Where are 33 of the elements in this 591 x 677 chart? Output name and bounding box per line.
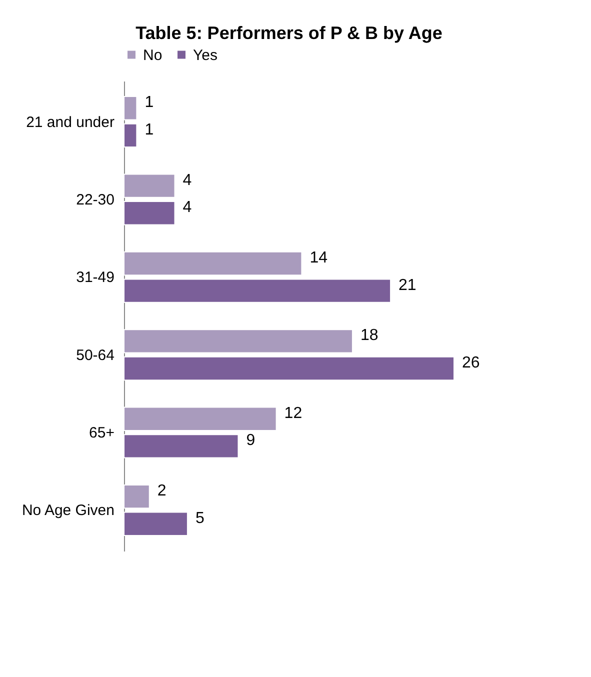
bar	[124, 201, 176, 226]
bar	[124, 123, 138, 148]
data-label: 14	[310, 250, 328, 267]
y-tick-label: 65+	[89, 424, 115, 442]
legend-label: Yes	[193, 46, 218, 64]
data-label: 4	[182, 172, 192, 189]
chart-title: Table 5: Performers of P & B by Age	[136, 23, 442, 43]
y-tick-label: 21 and under	[26, 114, 114, 131]
data-label: 2	[157, 482, 166, 500]
data-label: 4	[182, 199, 192, 216]
y-tick-label: 50-64	[76, 346, 114, 364]
bar	[124, 278, 392, 303]
data-label: 21	[398, 276, 416, 294]
data-label: 18	[360, 327, 378, 344]
y-tick-label: No Age Given	[22, 502, 114, 520]
legend-label: No	[143, 46, 162, 64]
bar	[124, 356, 454, 381]
bar	[124, 96, 138, 120]
bar	[124, 484, 150, 509]
data-label: 5	[195, 510, 204, 527]
bar	[124, 434, 239, 458]
bar	[124, 174, 176, 198]
bar	[124, 329, 353, 354]
data-label: 26	[462, 354, 480, 372]
bar	[124, 512, 188, 536]
bar	[124, 406, 277, 431]
bar	[124, 251, 302, 276]
data-label: 1	[144, 94, 154, 112]
data-label: 12	[284, 404, 302, 422]
y-tick-label: 31-49	[76, 269, 114, 286]
data-label: 1	[144, 121, 154, 138]
data-label: 9	[246, 432, 256, 450]
y-tick-label: 22-30	[76, 191, 114, 208]
